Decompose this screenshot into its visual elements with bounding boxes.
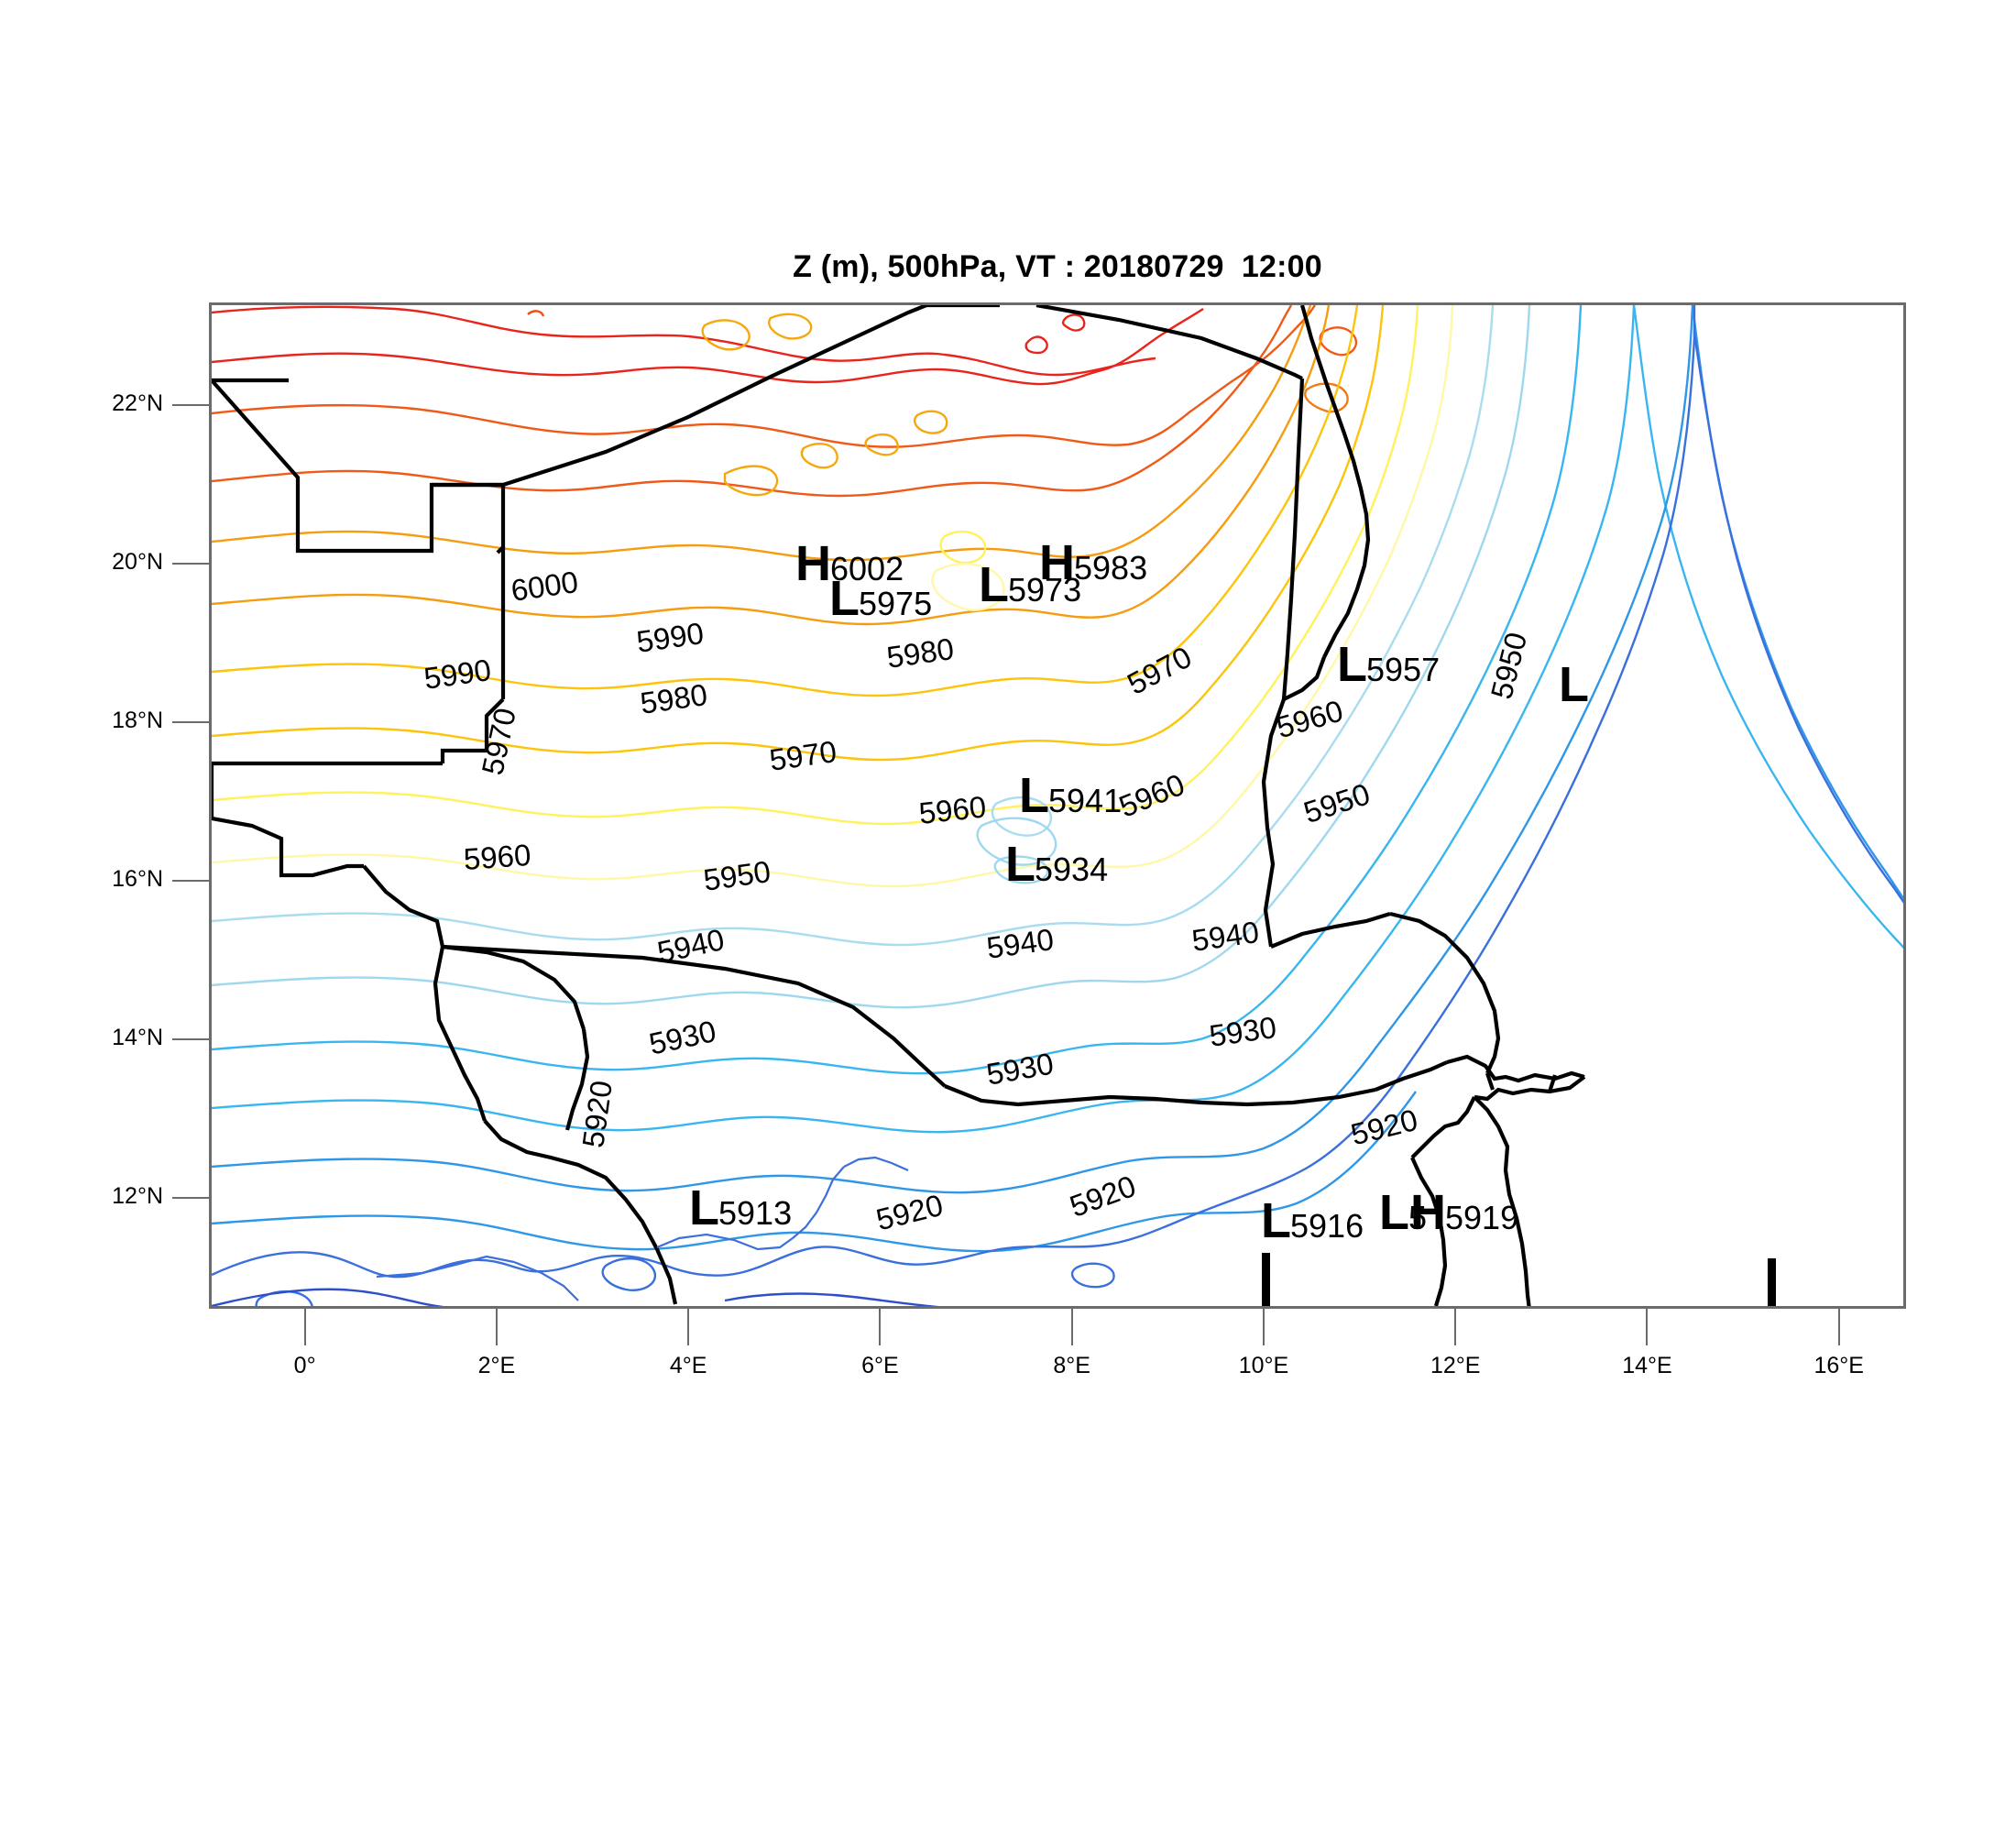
low-centre-marker: L	[1559, 657, 1589, 712]
centre-value: 5975	[859, 585, 933, 622]
latitude-tick	[172, 404, 209, 407]
centre-kind-letter: L	[1019, 768, 1049, 823]
centre-value: 5934	[1035, 851, 1109, 888]
low-centre-marker: L5	[1379, 1188, 1427, 1237]
centre-value: 5973	[1008, 571, 1082, 609]
longitude-tick	[879, 1309, 882, 1345]
longitude-tick	[303, 1309, 306, 1345]
longitude-tick	[1646, 1309, 1649, 1345]
centre-value: 6002	[830, 550, 904, 587]
contour-label: 5960	[462, 837, 532, 876]
latitude-tick-label: 20°N	[112, 549, 163, 576]
centre-kind-letter: L	[1005, 837, 1035, 892]
longitude-tick-label: 8°E	[1053, 1353, 1090, 1378]
centre-kind-letter: L	[1261, 1193, 1291, 1248]
centre-value: 5941	[1048, 782, 1123, 819]
latitude-tick	[172, 880, 209, 883]
longitude-tick	[495, 1309, 498, 1345]
longitude-tick	[1070, 1309, 1073, 1345]
longitude-tick-label: 14°E	[1622, 1353, 1672, 1378]
low-centre-marker: L5941	[1019, 771, 1122, 820]
centre-kind-letter: L	[1559, 657, 1589, 712]
contour-lines-warm	[212, 305, 1358, 498]
centre-value: 5916	[1290, 1207, 1364, 1245]
centre-value: 5957	[1366, 651, 1441, 688]
longitude-tick	[1837, 1309, 1840, 1345]
centre-kind-letter: H	[795, 536, 831, 591]
latitude-tick-label: 14°N	[112, 1025, 163, 1051]
longitude-tick	[1262, 1309, 1265, 1345]
latitude-tick-label: 12°N	[112, 1182, 163, 1209]
latitude-tick-label: 18°N	[112, 708, 163, 734]
low-centre-marker: L5973	[979, 560, 1081, 609]
high-centre-marker: H6002	[795, 539, 904, 588]
longitude-tick-label: 12°E	[1430, 1353, 1481, 1378]
centre-value: 5919	[1445, 1199, 1519, 1236]
latitude-tick	[172, 563, 209, 565]
centre-kind-letter: L	[1337, 637, 1367, 692]
country-borders	[212, 305, 1586, 1306]
longitude-tick-label: 2°E	[477, 1353, 516, 1378]
low-centre-marker: L5913	[689, 1183, 792, 1233]
centre-value: 5983	[1074, 549, 1148, 587]
latitude-tick-label: 22°N	[112, 390, 163, 417]
latitude-tick	[172, 1196, 209, 1199]
high-centre-marker: H5919	[1410, 1188, 1518, 1237]
contour-map-svg	[212, 305, 1903, 1306]
longitude-tick-label: 10°E	[1238, 1353, 1289, 1378]
longitude-tick-label: 16°E	[1813, 1353, 1864, 1378]
latitude-tick	[172, 721, 209, 724]
edge-tick-marks	[1262, 1253, 1776, 1306]
low-centre-marker: L5975	[829, 574, 932, 623]
low-centre-marker: L5916	[1261, 1196, 1364, 1246]
centre-kind-letter: L	[979, 557, 1009, 612]
longitude-tick	[1454, 1309, 1457, 1345]
contour-lines-cool	[212, 305, 1903, 1306]
longitude-tick-label: 0°	[293, 1353, 316, 1378]
latitude-tick-label: 16°N	[112, 866, 163, 893]
centre-kind-letter: L	[829, 571, 860, 626]
high-centre-marker: H5983	[1039, 538, 1147, 587]
low-centre-marker: L5957	[1337, 640, 1440, 689]
contour-label: 5960	[917, 789, 988, 830]
contour-lines-mid	[212, 305, 1454, 888]
centre-kind-letter: L	[689, 1180, 719, 1235]
centre-value: 5	[1408, 1199, 1428, 1236]
page-title: Z (m), 500hPa, VT : 20180729 12:00	[793, 249, 1322, 284]
centre-value: 5913	[718, 1194, 793, 1232]
longitude-tick	[687, 1309, 690, 1345]
rivers	[376, 1156, 909, 1301]
centre-kind-letter: L	[1379, 1185, 1409, 1240]
longitude-tick-label: 6°E	[861, 1353, 899, 1378]
centre-kind-letter: H	[1039, 535, 1075, 590]
map-plot-area[interactable]	[209, 302, 1906, 1309]
low-centre-marker: L5934	[1005, 840, 1108, 889]
latitude-tick	[172, 1038, 209, 1041]
centre-kind-letter: H	[1410, 1185, 1446, 1240]
longitude-tick-label: 4°E	[669, 1353, 707, 1378]
